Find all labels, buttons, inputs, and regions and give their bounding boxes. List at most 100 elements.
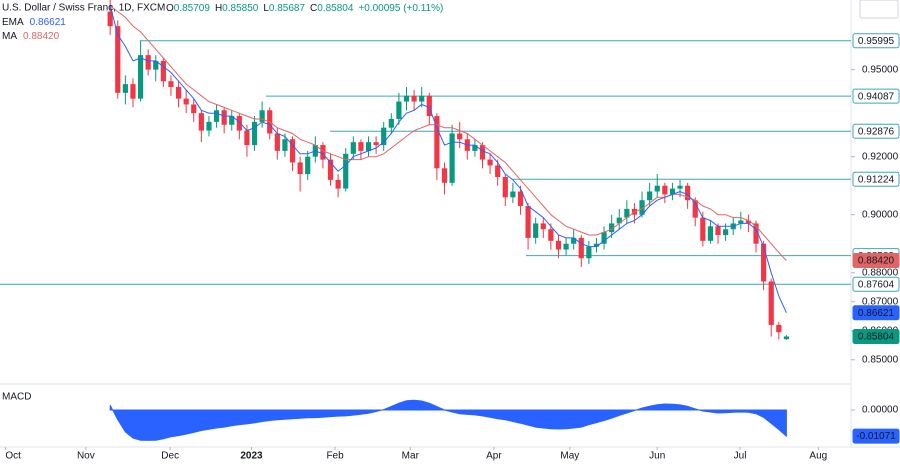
candle-body bbox=[145, 55, 151, 70]
candle-body bbox=[768, 281, 774, 325]
candle-body bbox=[434, 116, 440, 169]
candle-body bbox=[563, 243, 569, 250]
price-label-box bbox=[852, 88, 900, 104]
line-series bbox=[109, 5, 787, 314]
candle-body bbox=[320, 145, 326, 160]
candle-body bbox=[533, 223, 539, 238]
x-tick-label: Nov bbox=[77, 451, 95, 462]
candle-body bbox=[206, 121, 212, 131]
ohlc-value: 0.85687 bbox=[269, 3, 306, 14]
candle-body bbox=[259, 110, 265, 122]
y-tick-label: 0.90000 bbox=[862, 209, 899, 220]
candle-body bbox=[662, 185, 668, 195]
legend-entry: EMA 0.86621 bbox=[2, 17, 66, 28]
candle-body bbox=[168, 81, 174, 88]
candle-body bbox=[540, 223, 546, 230]
candle-body bbox=[753, 223, 759, 244]
macd-area bbox=[109, 399, 787, 441]
chart-title: U.S. Dollar / Swiss Franc, 1D, FXCM bbox=[2, 3, 165, 14]
x-tick-label: Mar bbox=[402, 451, 420, 462]
x-tick-label: Feb bbox=[326, 451, 344, 462]
price-label: 0.86621 bbox=[858, 308, 895, 319]
candle-body bbox=[365, 142, 372, 151]
candle-body bbox=[593, 243, 600, 247]
candle-body bbox=[373, 142, 379, 146]
x-tick-label: Oct bbox=[5, 451, 21, 462]
candle-body bbox=[479, 145, 486, 160]
candle-body bbox=[175, 87, 182, 99]
price-label-box bbox=[852, 123, 900, 139]
indicator-title: MACD bbox=[2, 392, 31, 403]
legend-name: MA bbox=[2, 31, 17, 42]
candle-body bbox=[555, 240, 562, 250]
candle-body bbox=[502, 176, 508, 198]
candle-body bbox=[776, 324, 782, 333]
ohlc-legend: O0.85709 H0.85850 L0.85687 C0.85804 +0.00095… bbox=[166, 3, 443, 14]
candle-body bbox=[449, 133, 455, 183]
candle-body bbox=[411, 95, 417, 102]
legend-name: EMA bbox=[2, 17, 24, 28]
candle-body bbox=[616, 217, 622, 224]
candle-body bbox=[669, 188, 676, 195]
toolbar-button[interactable] bbox=[859, 0, 899, 19]
price-label: 0.92876 bbox=[858, 126, 895, 137]
candle-body bbox=[692, 200, 698, 218]
candle-body bbox=[274, 133, 280, 151]
candle-body bbox=[426, 95, 432, 117]
x-tick-label: 2023 bbox=[240, 451, 263, 462]
candle-body bbox=[327, 159, 334, 180]
x-tick-label: Jul bbox=[734, 451, 747, 462]
candle-body bbox=[639, 200, 645, 215]
candle-body bbox=[381, 127, 387, 146]
legend-value: 0.88420 bbox=[23, 31, 60, 42]
candle-body bbox=[715, 226, 721, 236]
x-tick-label: Aug bbox=[809, 451, 827, 462]
candle-body bbox=[343, 153, 349, 189]
x-tick-label: Dec bbox=[161, 451, 179, 462]
candle-body bbox=[305, 156, 311, 175]
y-tick-label: 0.87000 bbox=[862, 296, 899, 307]
candle-body bbox=[707, 226, 714, 241]
candle-body bbox=[457, 133, 463, 140]
candle-body bbox=[685, 185, 691, 201]
change: +0.00095 (+0.11%) bbox=[358, 3, 443, 14]
candle-body bbox=[335, 179, 341, 189]
y-tick-label: 0.95000 bbox=[862, 64, 899, 75]
x-tick-label: May bbox=[560, 451, 579, 462]
candle-body bbox=[472, 145, 478, 151]
candle-body bbox=[153, 60, 159, 70]
candle-body bbox=[229, 116, 235, 125]
candle-body bbox=[282, 139, 288, 151]
ohlc-value: 0.85804 bbox=[317, 3, 354, 14]
candle-body bbox=[745, 220, 752, 224]
legend-value: 0.86621 bbox=[30, 17, 67, 28]
x-tick-label: Jun bbox=[649, 451, 665, 462]
candle-body bbox=[586, 246, 592, 259]
candle-body bbox=[654, 185, 660, 192]
candle-body bbox=[517, 191, 524, 207]
candle-body bbox=[601, 232, 607, 244]
candle-body bbox=[236, 116, 242, 131]
y-tick-label: 0.00000 bbox=[862, 405, 899, 416]
candle-body bbox=[122, 84, 128, 93]
candle-body bbox=[213, 110, 220, 122]
candle-body bbox=[358, 142, 364, 151]
candle-body bbox=[677, 185, 683, 189]
candle-body bbox=[700, 217, 706, 241]
x-tick-label: Apr bbox=[486, 451, 502, 462]
candle-body bbox=[297, 162, 303, 175]
price-label-box bbox=[852, 328, 900, 344]
candle-body bbox=[350, 142, 356, 154]
candle-body bbox=[548, 229, 554, 241]
candle-body bbox=[160, 60, 166, 82]
candle-body bbox=[191, 104, 197, 114]
candle-body bbox=[115, 26, 121, 93]
candle-body bbox=[609, 223, 615, 233]
price-label: 0.91224 bbox=[858, 174, 895, 185]
candle-body bbox=[624, 208, 630, 218]
candle-body bbox=[761, 243, 767, 282]
price-label: 0.95995 bbox=[858, 36, 895, 47]
price-label-box bbox=[852, 276, 900, 292]
candle-body bbox=[419, 95, 425, 102]
